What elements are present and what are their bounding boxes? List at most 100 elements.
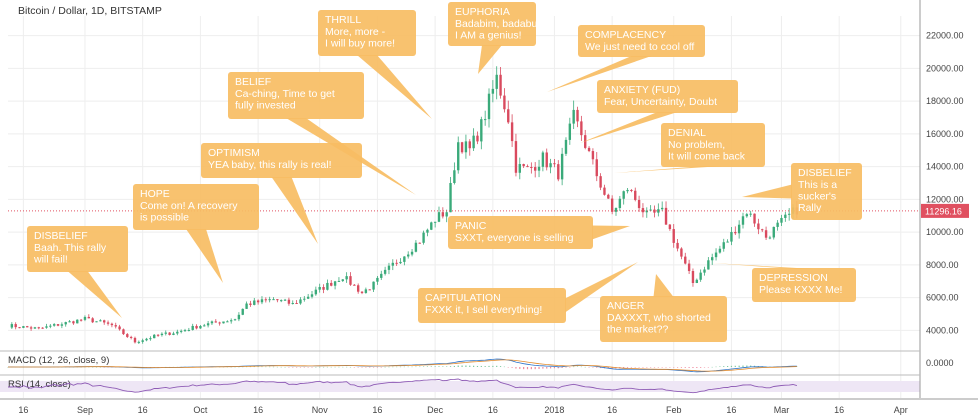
macd-histogram-bar: [407, 366, 409, 368]
candle-body: [537, 166, 541, 171]
macd-histogram-bar: [546, 367, 548, 369]
candle-body: [18, 327, 21, 329]
candle-body: [295, 303, 298, 305]
y-tick-label: 10000.00: [926, 227, 964, 237]
callout-line: Ca-ching, Time to get: [235, 88, 335, 100]
candle-body: [56, 324, 60, 326]
macd-histogram-bar: [430, 366, 432, 367]
macd-histogram-bar: [111, 367, 113, 368]
candle-body: [626, 189, 629, 192]
candle-body: [268, 299, 271, 301]
macd-histogram-bar: [523, 367, 525, 370]
macd-histogram-bar: [573, 366, 575, 368]
callout-pointer: [186, 229, 223, 283]
callout-box: [791, 163, 862, 220]
x-tick-label: Feb: [666, 405, 682, 415]
candle-body: [241, 308, 244, 315]
candle-body: [672, 229, 675, 243]
macd-histogram-bar: [322, 366, 325, 368]
macd-histogram-bar: [719, 366, 721, 367]
candle-body: [391, 262, 395, 266]
candle-body: [256, 300, 260, 303]
macd-histogram-bar: [103, 367, 105, 368]
candle-body: [557, 164, 560, 180]
macd-histogram-bar: [580, 366, 582, 368]
candle-body: [518, 164, 521, 173]
candle-body: [237, 314, 241, 320]
candle-body: [106, 322, 110, 324]
candle-body: [210, 321, 214, 324]
callout-pointer: [712, 263, 814, 269]
macd-histogram-bar: [334, 366, 336, 368]
macd-histogram-bar: [272, 366, 275, 368]
callout-line: DAXXXT, who shorted: [607, 312, 711, 324]
macd-histogram-bar: [299, 367, 302, 368]
candle-body: [687, 263, 691, 272]
candle-body: [349, 276, 352, 285]
x-tick-label: 16: [726, 405, 736, 415]
candle-body: [476, 135, 479, 142]
candle-body: [260, 299, 264, 303]
candle-body: [356, 285, 360, 292]
candle-body: [368, 289, 371, 291]
macd-histogram-bar: [557, 367, 559, 369]
macd-histogram-bar: [730, 365, 733, 367]
callout-line: sucker's: [798, 191, 836, 203]
candle-body: [245, 303, 248, 309]
macd-histogram-bar: [438, 366, 440, 367]
macd-histogram-bar: [238, 366, 240, 368]
candle-body: [472, 135, 475, 149]
macd-histogram-bar: [638, 367, 640, 368]
callout-title: PANIC: [455, 220, 487, 232]
candle-body: [133, 337, 137, 343]
candle-body: [580, 121, 583, 136]
last-price-badge: [921, 203, 969, 218]
macd-histogram-bar: [288, 367, 290, 368]
candle-body: [37, 327, 40, 329]
macd-histogram-bar: [707, 367, 709, 368]
callout-pointer: [614, 166, 723, 173]
macd-histogram-bar: [596, 367, 598, 368]
macd-histogram-bar: [726, 366, 729, 367]
macd-histogram-bar: [584, 366, 586, 368]
candle-body: [530, 166, 533, 168]
candle-body: [303, 298, 306, 300]
macd-histogram-bar: [296, 367, 298, 368]
macd-histogram-bar: [276, 366, 278, 368]
macd-histogram-bar: [657, 367, 659, 368]
macd-signal-line: [8, 359, 797, 372]
candle-body: [407, 254, 410, 257]
candle-body: [199, 326, 202, 329]
candle-body: [345, 276, 348, 280]
candle-body: [91, 318, 94, 323]
candle-body: [591, 151, 595, 160]
candle-body: [380, 273, 383, 278]
candle-body: [337, 280, 341, 282]
candle-body: [533, 167, 537, 171]
macd-histogram-bar: [269, 366, 271, 368]
macd-histogram-bar: [365, 367, 367, 368]
candle-body: [76, 319, 79, 324]
callout-pointer: [286, 118, 416, 195]
candle-body: [460, 142, 464, 153]
macd-histogram-bar: [396, 366, 398, 368]
y-tick-label: 8000.00: [926, 260, 959, 270]
candle-body: [526, 166, 529, 168]
candle-body: [95, 321, 98, 323]
candle-body: [714, 252, 718, 258]
macd-histogram-bar: [415, 366, 417, 368]
macd-histogram-bar: [576, 366, 579, 367]
candle-body: [437, 212, 441, 222]
callout-line: Baah. This rally: [34, 242, 107, 254]
candle-body: [79, 319, 83, 321]
candle-body: [191, 325, 194, 330]
candle-body: [522, 164, 525, 167]
macd-histogram-bar: [476, 365, 479, 367]
macd-histogram-bar: [661, 367, 663, 368]
